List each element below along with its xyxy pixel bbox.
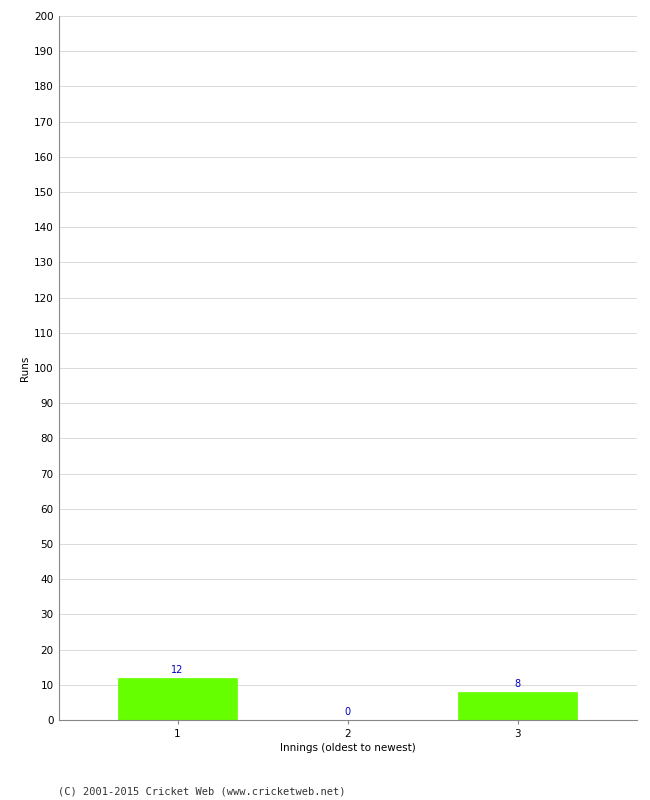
Bar [118,678,237,720]
Text: 0: 0 [344,707,351,717]
Text: 12: 12 [172,665,184,675]
Text: 8: 8 [515,679,521,689]
Y-axis label: Runs: Runs [20,355,30,381]
X-axis label: Innings (oldest to newest): Innings (oldest to newest) [280,743,415,753]
Bar [458,692,577,720]
Text: (C) 2001-2015 Cricket Web (www.cricketweb.net): (C) 2001-2015 Cricket Web (www.cricketwe… [58,786,346,796]
